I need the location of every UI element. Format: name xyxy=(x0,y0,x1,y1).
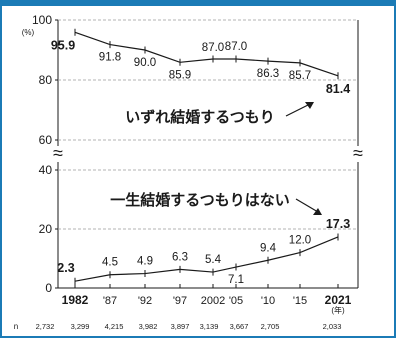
frame-top-bar xyxy=(1,1,395,6)
x-tick-label: '97 xyxy=(173,295,187,307)
data-label: 91.8 xyxy=(99,52,121,64)
series-label-never-marry: 一生結婚するつもりはない xyxy=(110,191,289,209)
y-tick-label: 20 xyxy=(39,222,53,236)
line-chart: 0 20 40 60 80 100(%) ≈ ≈1982 '87 '92 '97 2002 '05 '10… xyxy=(14,13,363,331)
data-label: 4.5 xyxy=(102,257,118,269)
arrow-line-marry xyxy=(285,103,311,117)
data-label: 12.0 xyxy=(289,235,311,247)
data-label: 4.9 xyxy=(137,256,153,268)
x-tick-label: '92 xyxy=(138,295,152,307)
data-label: 2.3 xyxy=(57,261,74,275)
n-value: 3,982 xyxy=(139,322,158,331)
y-tick-label: 40 xyxy=(39,163,53,177)
data-label: 81.4 xyxy=(326,82,350,96)
arrow-head-never-marry xyxy=(313,208,322,215)
n-label: n xyxy=(14,322,18,331)
y-axis-unit: (%) xyxy=(22,28,35,37)
data-label: 6.3 xyxy=(172,251,188,263)
data-label: 86.3 xyxy=(257,68,279,80)
y-tick-label: 80 xyxy=(39,73,53,87)
data-label: 85.9 xyxy=(169,69,191,81)
x-tick-label: 1982 xyxy=(62,293,89,307)
n-value: 4,215 xyxy=(105,322,124,331)
series-label-marry: いずれ結婚するつもり xyxy=(125,108,274,126)
y-tick-label: 60 xyxy=(39,133,53,147)
n-value: 3,897 xyxy=(171,322,190,331)
data-label: 9.4 xyxy=(260,242,277,254)
x-tick-label: '05 xyxy=(229,295,243,307)
n-value: 2,033 xyxy=(323,322,342,331)
data-label: 7.1 xyxy=(228,274,244,286)
data-label: 87.0 xyxy=(225,41,247,53)
x-tick-label: '87 xyxy=(103,295,117,307)
n-value: 3,299 xyxy=(71,322,90,331)
x-axis-unit: (年) xyxy=(331,305,345,315)
x-tick-label: 2002 xyxy=(201,295,225,307)
break-mark-right: ≈ xyxy=(353,143,363,163)
n-value: 3,667 xyxy=(230,322,249,331)
n-value: 2,732 xyxy=(36,322,55,331)
data-label: 87.0 xyxy=(202,42,224,54)
data-label: 17.3 xyxy=(326,217,350,231)
break-mark-left: ≈ xyxy=(53,143,63,163)
arrow-line-never-marry xyxy=(295,198,319,213)
y-tick-label: 0 xyxy=(45,281,52,295)
y-tick-label: 100 xyxy=(32,13,52,27)
n-value: 2,705 xyxy=(261,322,280,331)
x-tick-label: '15 xyxy=(293,295,307,307)
data-label: 85.7 xyxy=(289,70,311,82)
arrow-head-marry xyxy=(305,102,314,109)
x-tick-label: 2021 xyxy=(325,293,352,307)
x-tick-label: '10 xyxy=(261,295,275,307)
n-value: 3,139 xyxy=(200,322,219,331)
data-label: 5.4 xyxy=(205,254,222,266)
data-label: 95.9 xyxy=(51,38,75,52)
data-label: 90.0 xyxy=(134,57,156,69)
